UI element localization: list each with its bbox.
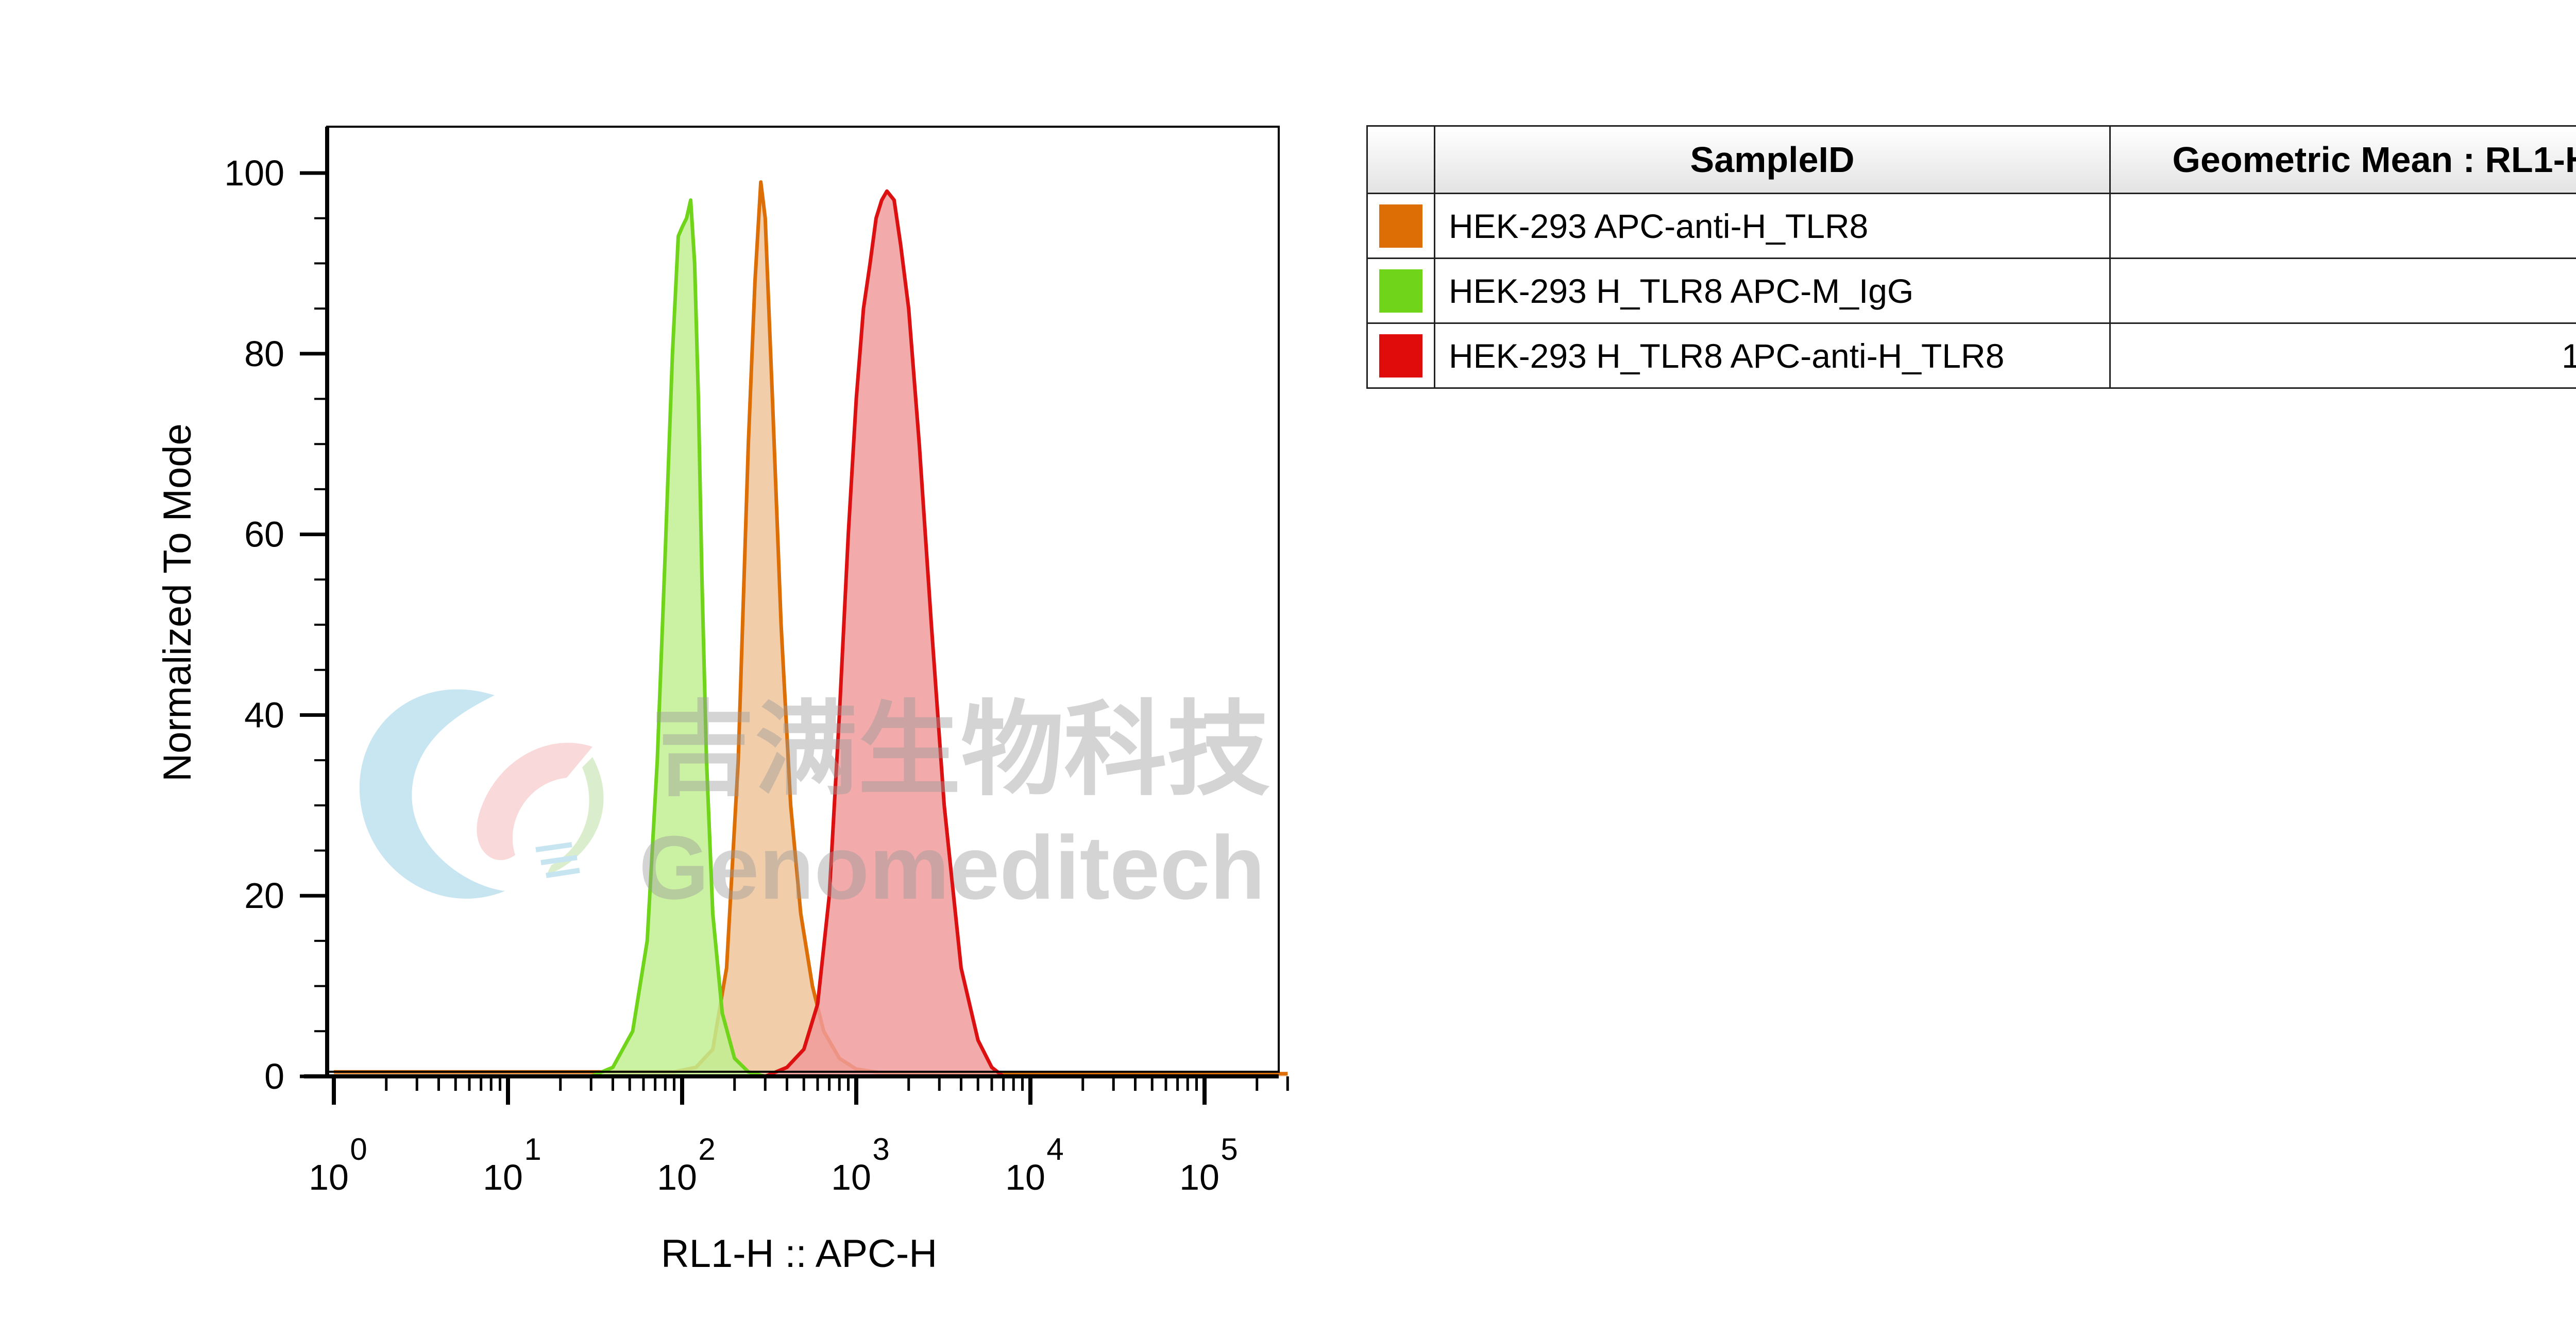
x-tick-label-exponent: 5 xyxy=(1221,1132,1238,1167)
x-tick-label-base: 10 xyxy=(657,1157,697,1197)
watermark: 吉满生物科技 Genomeditech xyxy=(359,689,1270,918)
legend-swatch xyxy=(1379,204,1422,248)
watermark-chinese: 吉满生物科技 xyxy=(652,693,1270,808)
watermark-logo xyxy=(359,689,604,899)
x-axis-label: RL1-H :: APC-H xyxy=(661,1232,937,1276)
geometric-mean-cell: 114 xyxy=(2109,258,2576,324)
legend-swatch-cell xyxy=(1366,193,1435,259)
table-row: HEK-293 H_TLR8 APC-anti-H_TLR8 1628 xyxy=(1366,322,2576,389)
legend-swatch-cell xyxy=(1366,322,1435,389)
legend-swatch xyxy=(1379,334,1422,378)
x-tick-label-base: 10 xyxy=(309,1157,349,1197)
table-header-geometric-mean: Geometric Mean : RL1-H xyxy=(2109,125,2576,194)
watermark-latin: Genomeditech xyxy=(639,818,1265,918)
y-ticks: 0 20 40 60 80 100 xyxy=(224,153,327,1096)
x-tick-label-exponent: 1 xyxy=(524,1132,541,1167)
series-area xyxy=(765,191,1004,1077)
series-area xyxy=(334,182,1288,1076)
x-tick-label-base: 10 xyxy=(831,1157,871,1197)
sample-id-cell: HEK-293 H_TLR8 APC-anti-H_TLR8 xyxy=(1434,322,2111,389)
y-axis-label: Normalized To Mode xyxy=(156,423,199,782)
geometric-mean-cell: 342 xyxy=(2109,193,2576,259)
sample-id-cell: HEK-293 APC-anti-H_TLR8 xyxy=(1434,193,2111,259)
y-tick-label: 100 xyxy=(224,153,284,193)
series-line xyxy=(334,180,1288,1076)
table-header-row: SampleID Geometric Mean : RL1-H xyxy=(1366,125,2576,194)
series-layer xyxy=(334,180,1288,1078)
table-row: HEK-293 H_TLR8 APC-M_IgG 114 xyxy=(1366,258,2576,324)
legend-swatch xyxy=(1379,269,1422,313)
series-line xyxy=(590,198,766,1078)
x-tick-label-exponent: 2 xyxy=(698,1132,715,1167)
x-tick-label-base: 10 xyxy=(1005,1157,1045,1197)
x-tick-label-exponent: 4 xyxy=(1046,1132,1063,1167)
x-tick-label-base: 10 xyxy=(1179,1157,1219,1197)
x-tick-label-exponent: 0 xyxy=(350,1132,367,1167)
x-tick-label-exponent: 3 xyxy=(872,1132,889,1167)
y-tick-label: 80 xyxy=(244,334,284,374)
table-header-blank xyxy=(1366,125,1435,194)
y-tick-label: 20 xyxy=(244,876,284,916)
statistics-table: SampleID Geometric Mean : RL1-H HEK-293 … xyxy=(1366,125,2576,389)
y-tick-label: 40 xyxy=(244,695,284,735)
series-area xyxy=(591,200,766,1077)
x-tick-label-base: 10 xyxy=(483,1157,523,1197)
series-line xyxy=(764,189,1005,1078)
table-row: HEK-293 APC-anti-H_TLR8 342 xyxy=(1366,193,2576,259)
y-tick-label: 0 xyxy=(264,1056,284,1096)
geometric-mean-cell: 1628 xyxy=(2109,322,2576,389)
sample-id-cell: HEK-293 H_TLR8 APC-M_IgG xyxy=(1434,258,2111,324)
legend-swatch-cell xyxy=(1366,258,1435,324)
y-tick-label: 60 xyxy=(244,514,284,555)
table-header-sampleid: SampleID xyxy=(1434,125,2111,194)
